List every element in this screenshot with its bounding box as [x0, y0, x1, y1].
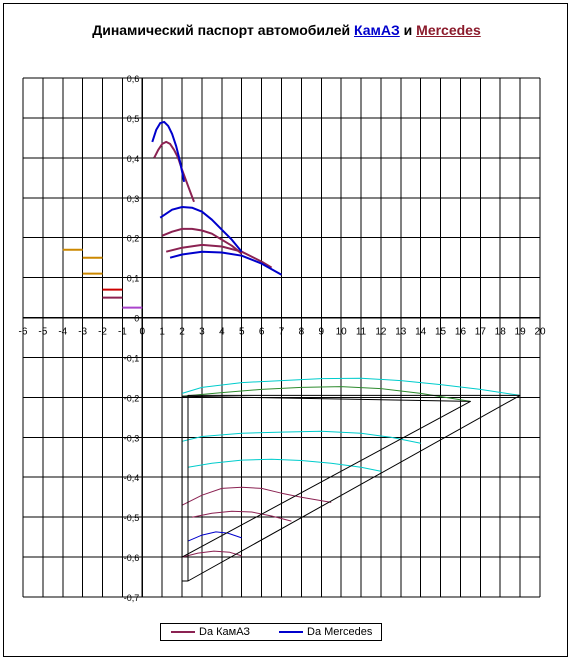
- y-tick-label: 0,1: [127, 274, 140, 284]
- y-tick-label: -0,1: [124, 353, 140, 363]
- x-tick-label: 4: [219, 327, 225, 338]
- x-tick-label: 17: [475, 327, 487, 338]
- series-line-kamaz-16: [181, 486, 332, 506]
- x-tick-label: 13: [395, 327, 407, 338]
- legend-kamaz-swatch: [171, 631, 195, 633]
- title-kamaz: КамАЗ: [354, 22, 400, 38]
- y-tick-label: 0,5: [127, 114, 140, 124]
- legend: Da КамАЗ Da Mercedes: [160, 623, 382, 641]
- legend-kamaz-label: Da КамАЗ: [199, 626, 251, 638]
- x-tick-label: 7: [279, 327, 285, 338]
- chart-frame: [3, 3, 568, 657]
- x-tick-label: 5: [239, 327, 245, 338]
- x-tick-label: -2: [98, 327, 107, 338]
- y-tick-label: -0,3: [124, 433, 140, 443]
- title-prefix: Динамический паспорт автомобилей: [92, 22, 355, 38]
- x-tick-label: 19: [515, 327, 527, 338]
- y-tick-label: -0,5: [124, 513, 140, 523]
- y-tick-label: 0,6: [127, 74, 140, 84]
- x-tick-label: 2: [179, 327, 185, 338]
- legend-item-kamaz: Da КамАЗ: [171, 626, 250, 638]
- y-tick-label: -0,6: [124, 553, 140, 563]
- x-tick-label: 20: [534, 327, 546, 338]
- series-group: [62, 120, 521, 582]
- x-tick-label: 10: [336, 327, 348, 338]
- title-mercedes: Mercedes: [416, 22, 481, 38]
- series-line-kamaz-17: [191, 510, 292, 522]
- x-tick-label: 0: [140, 327, 146, 338]
- x-tick-label: 11: [356, 327, 367, 338]
- x-tick-label: 1: [159, 327, 165, 338]
- y-tick-label: 0: [134, 314, 139, 324]
- series-line-cyan-14: [181, 430, 421, 444]
- x-tick-label: 15: [435, 327, 447, 338]
- series-line-mercedes-18: [187, 531, 242, 542]
- axes: [23, 78, 540, 597]
- series-line-mercedes-4: [159, 206, 243, 253]
- y-tick-labels: 0,6 0,5 0,4 0,3 0,2 0,1 0 -0,1 -0,2 -0,3 -0,4 -0,5 -…: [124, 74, 140, 603]
- x-tick-label: 16: [455, 327, 467, 338]
- y-tick-label: 0,4: [127, 154, 140, 164]
- series-line-mercedes-3: [151, 120, 186, 182]
- legend-item-mercedes: Da Mercedes: [279, 626, 372, 638]
- y-tick-label: 0,3: [127, 194, 140, 204]
- series-line-black-20: [181, 395, 471, 558]
- x-tick-label: -6: [19, 327, 28, 338]
- y-tick-label: -0,2: [124, 393, 140, 403]
- x-tick-label: 12: [375, 327, 387, 338]
- chart-title: Динамический паспорт автомобилей КамАЗ и…: [0, 22, 573, 38]
- title-conj: и: [399, 22, 417, 38]
- x-tick-label: -5: [38, 327, 47, 338]
- series-line-cyan-15: [187, 458, 381, 472]
- x-tick-label: -4: [58, 327, 67, 338]
- x-tick-label: 8: [299, 327, 305, 338]
- series-line-mercedes-5: [169, 250, 282, 276]
- legend-mercedes-swatch: [279, 631, 303, 633]
- x-tick-labels: -6 -5 -4 -3 -2 -1 0 1 2 3 4 5 6 7 8 9 10 11 12 13 14 15 16 17 18…: [19, 327, 546, 338]
- x-tick-label: 6: [259, 327, 265, 338]
- x-tick-label: 18: [495, 327, 507, 338]
- series-line-kamaz-2: [165, 243, 273, 269]
- y-tick-label: 0,2: [127, 234, 140, 244]
- series-line-kamaz-19: [181, 550, 242, 558]
- series-line-kamaz-0: [153, 140, 195, 203]
- x-tick-label: 3: [199, 327, 205, 338]
- grid: [22, 77, 541, 598]
- y-tick-label: -0,4: [124, 473, 140, 483]
- series-line-black-21: [182, 394, 521, 582]
- series-line-cyan-12: [181, 377, 521, 396]
- series-line-kamaz-1: [161, 227, 243, 255]
- y-tick-label: -0,7: [124, 593, 140, 603]
- series-line-green-13: [182, 386, 471, 402]
- x-tick-label: 14: [415, 327, 427, 338]
- legend-mercedes-label: Da Mercedes: [307, 626, 373, 638]
- x-tick-label: 9: [318, 327, 324, 338]
- x-tick-label: -1: [118, 327, 127, 338]
- x-tick-label: -3: [78, 327, 87, 338]
